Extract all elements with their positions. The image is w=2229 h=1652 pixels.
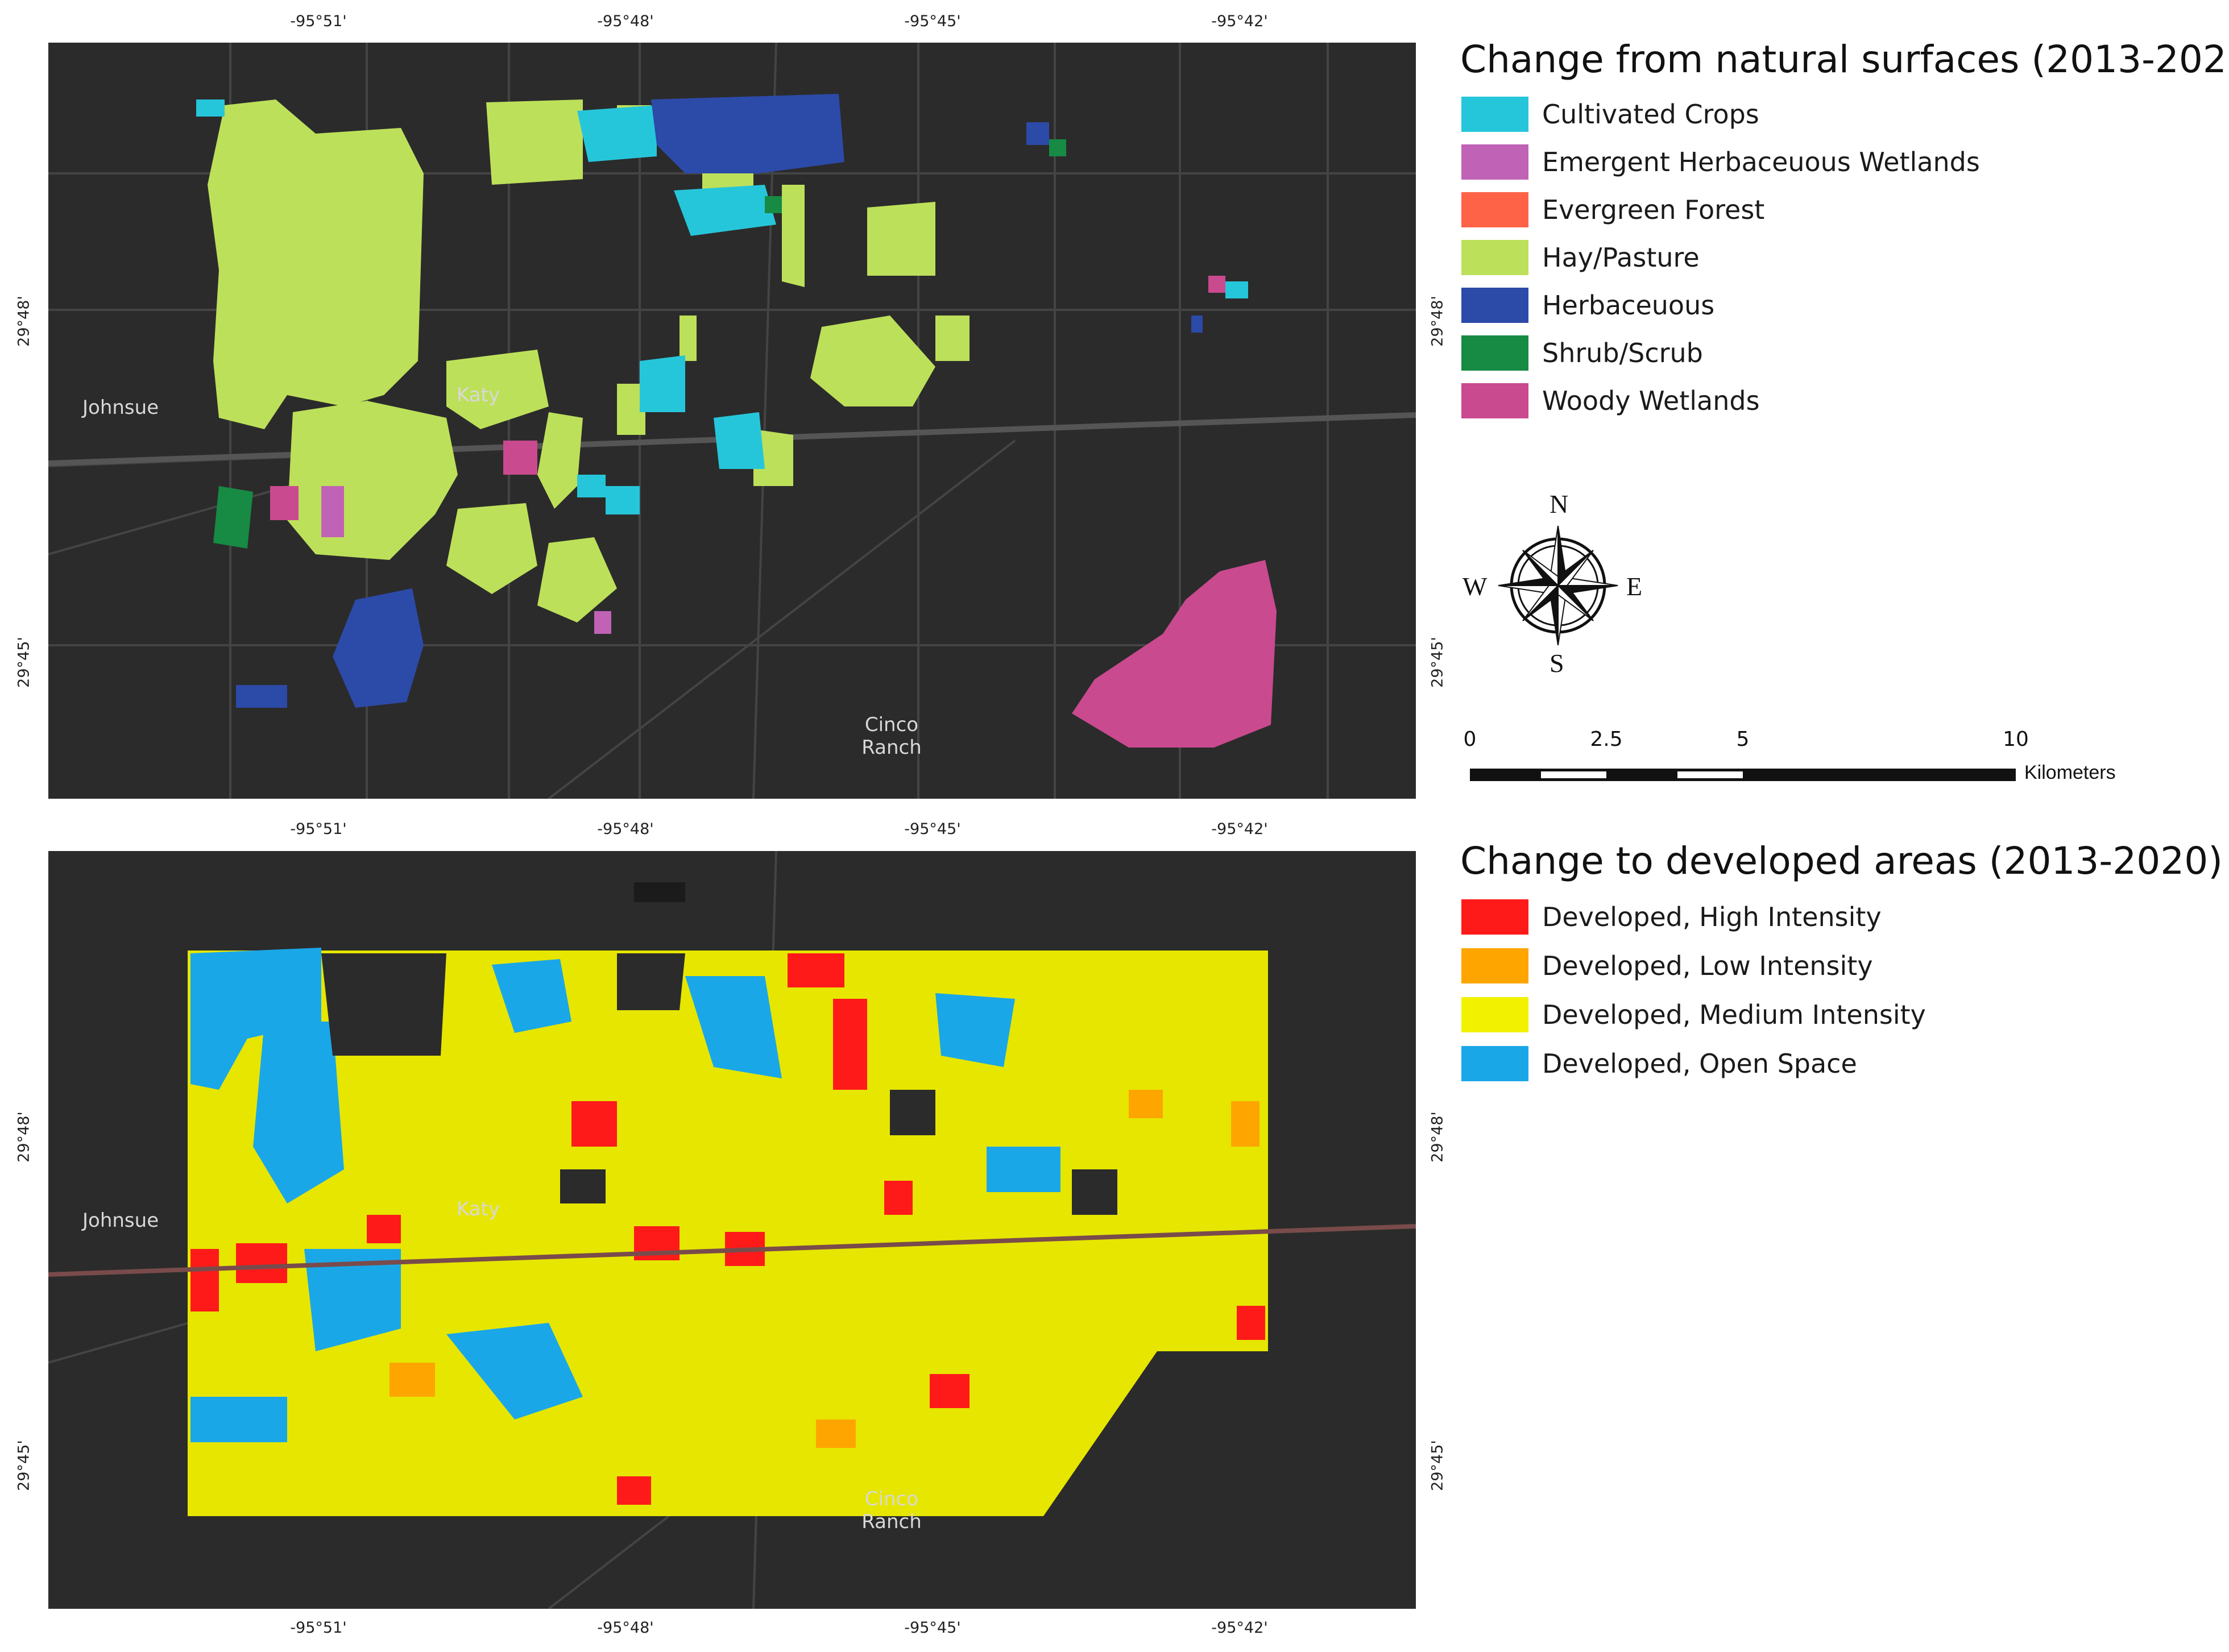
- lon-label: -95°45': [904, 13, 961, 30]
- lon-label: -95°48': [597, 1619, 654, 1637]
- lat-label: 29°48': [1428, 1111, 1447, 1163]
- scale-bar-graphic: [1470, 769, 2016, 781]
- lat-label: 29°45': [1428, 637, 1447, 688]
- emergent-wetlands-areas: [321, 486, 611, 634]
- lat-label: 29°48': [1428, 296, 1447, 347]
- legend-label: Developed, Open Space: [1542, 1048, 1857, 1079]
- lon-label: -95°51': [290, 1619, 347, 1637]
- lon-label: -95°45': [904, 820, 961, 838]
- legend-swatch: [1461, 997, 1528, 1032]
- lon-label: -95°48': [597, 820, 654, 838]
- map-canvas-top: [48, 43, 1416, 799]
- highway: [48, 1224, 1416, 1277]
- place-label-ranch: Ranch: [861, 1510, 922, 1533]
- open-space-patches: [190, 948, 1186, 1516]
- place-label-katy: Katy: [457, 384, 500, 406]
- legend-label: Hay/Pasture: [1542, 242, 1700, 273]
- legend-swatch: [1461, 335, 1528, 371]
- legend-label: Shrub/Scrub: [1542, 338, 1703, 368]
- legend-swatch: [1461, 1046, 1528, 1081]
- legend-label: Evergreen Forest: [1542, 194, 1765, 225]
- compass-west: W: [1462, 572, 1488, 601]
- scale-tick-label: 2.5: [1590, 728, 1623, 751]
- lon-label: -95°48': [597, 13, 654, 30]
- place-label-cinco-ranch: Cinco Ranch: [849, 713, 934, 759]
- developed-footprint: [188, 948, 1268, 1516]
- lon-label: -95°42': [1211, 13, 1268, 30]
- legend-swatch: [1461, 383, 1528, 418]
- legend-swatch: [1461, 288, 1528, 323]
- compass-east: E: [1626, 572, 1643, 601]
- legend-swatch: [1461, 948, 1528, 983]
- legend-swatch: [1461, 192, 1528, 227]
- legend-label: Woody Wetlands: [1542, 385, 1760, 416]
- lat-label: 29°45': [1428, 1440, 1447, 1491]
- lon-label: -95°45': [904, 1619, 961, 1637]
- place-label-cinco: Cinco: [864, 713, 919, 736]
- lon-label: -95°42': [1211, 1619, 1268, 1637]
- lon-label: -95°42': [1211, 820, 1268, 838]
- natural-surface-change-map: Johnsue Katy Cinco Ranch: [48, 43, 1416, 799]
- place-label-katy: Katy: [457, 1198, 500, 1221]
- legend-label: Herbaceuous: [1542, 290, 1715, 321]
- herbaceous-areas: [236, 94, 1203, 708]
- cultivated-crops-areas: [196, 99, 1248, 514]
- place-label-cinco: Cinco: [864, 1488, 919, 1510]
- legend-title-developed: Change to developed areas (2013-2020): [1460, 839, 2223, 883]
- legend-title-natural: Change from natural surfaces (2013-2020): [1460, 38, 2229, 81]
- scale-tick-label: 0: [1463, 728, 1477, 751]
- scale-units: Kilometers: [2024, 762, 2116, 783]
- legend-label: Developed, Low Intensity: [1542, 950, 1873, 981]
- shrub-scrub-areas: [213, 139, 1066, 549]
- scale-tick-label: 10: [2003, 728, 2029, 751]
- legend-label: Cultivated Crops: [1542, 99, 1759, 130]
- lat-label: 29°48': [15, 1111, 33, 1163]
- place-label-cinco-ranch: Cinco Ranch: [849, 1488, 934, 1533]
- compass-south: S: [1549, 649, 1564, 678]
- lon-label: -95°51': [290, 13, 347, 30]
- legend-label: Developed, Medium Intensity: [1542, 999, 1926, 1030]
- lat-label: 29°45': [15, 1440, 33, 1491]
- lat-label: 29°45': [15, 637, 33, 688]
- low-intensity-patches: [390, 1090, 1259, 1448]
- lat-label: 29°48': [15, 296, 33, 347]
- legend-swatch: [1461, 240, 1528, 275]
- legend-swatch: [1461, 97, 1528, 132]
- place-label-ranch: Ranch: [861, 736, 922, 759]
- legend-label: Developed, High Intensity: [1542, 902, 1882, 932]
- woody-wetlands-areas: [270, 276, 1277, 748]
- legend-swatch: [1461, 144, 1528, 180]
- developed-area-change-map: Johnsue Katy Cinco Ranch: [48, 851, 1416, 1609]
- map-canvas-bottom: [48, 851, 1416, 1609]
- scale-tick-label: 5: [1736, 728, 1750, 751]
- undeveloped-gaps: [321, 953, 1268, 1516]
- legend-label: Emergent Herbaceuous Wetlands: [1542, 147, 1980, 177]
- legend-swatch: [1461, 899, 1528, 935]
- place-label-johnsue: Johnsue: [82, 396, 159, 419]
- compass-rose-icon: [1498, 525, 1618, 646]
- compass-north: N: [1549, 489, 1569, 518]
- place-label-johnsue: Johnsue: [82, 1209, 159, 1232]
- water-body: [634, 882, 685, 902]
- compass-rose: N S E W: [1461, 489, 1655, 682]
- scale-bar: 0 2.5 5 10 Kilometers: [1461, 728, 2166, 796]
- lon-label: -95°51': [290, 820, 347, 838]
- high-intensity-patches: [190, 953, 1265, 1505]
